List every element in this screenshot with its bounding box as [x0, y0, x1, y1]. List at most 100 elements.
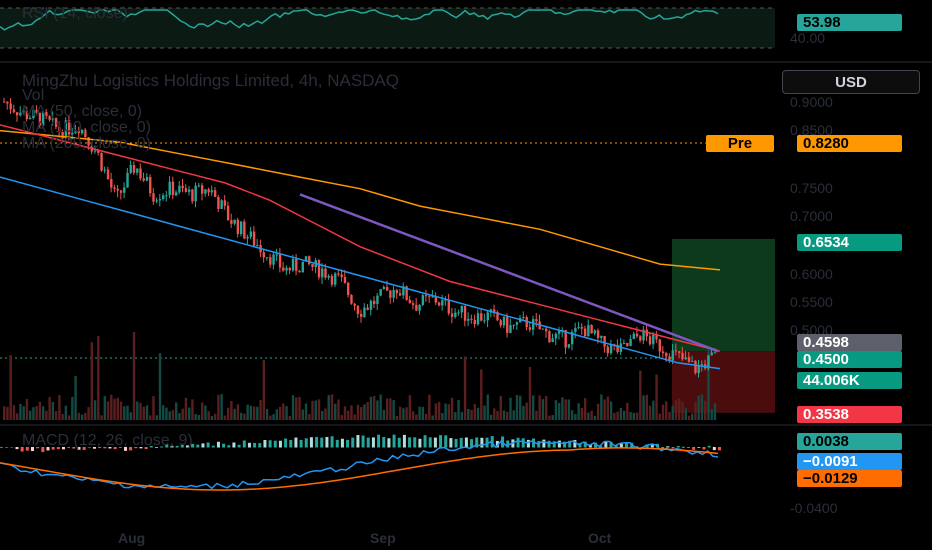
volume-bar	[431, 415, 434, 420]
volume-bar	[210, 415, 214, 420]
volume-bar	[217, 394, 220, 420]
volume-bar	[100, 415, 103, 420]
candle-body	[74, 130, 77, 133]
macd-hist-bar	[294, 437, 298, 448]
macd-hist-bar	[625, 442, 629, 448]
macd-hist-bar	[309, 437, 313, 448]
currency-button[interactable]: USD	[782, 70, 920, 94]
candle-body	[658, 339, 661, 352]
candle-body	[285, 267, 288, 271]
volume-bar	[457, 399, 460, 420]
candle-body	[483, 320, 486, 322]
volume-bar	[132, 332, 136, 420]
target-zone	[672, 238, 775, 352]
volume-bar	[87, 407, 90, 420]
volume-bar	[574, 413, 577, 420]
candle-body	[220, 200, 223, 209]
candle-body	[710, 352, 713, 356]
candle-body	[139, 168, 142, 179]
volume-bar	[80, 414, 84, 420]
volume-bar	[165, 407, 168, 420]
candle-body	[587, 324, 590, 337]
volume-bar	[619, 407, 623, 420]
candle-body	[580, 327, 584, 329]
macd-hist-bar	[552, 441, 556, 448]
macd-hist-bar	[340, 438, 344, 448]
volume-bar	[32, 407, 35, 420]
volume-bar	[548, 415, 551, 420]
candle-body	[123, 187, 126, 193]
macd-hist-bar	[330, 436, 334, 448]
candle-body	[395, 289, 399, 294]
macd-hist-bar	[0, 446, 3, 448]
macd-hist-bar	[470, 439, 474, 448]
volume-bar	[639, 370, 642, 420]
volume-bar	[204, 405, 207, 420]
candle-body	[207, 189, 210, 193]
macd-hist-bar	[578, 443, 582, 448]
candle-body	[707, 355, 710, 369]
volume-bar	[275, 409, 279, 420]
volume-bar	[493, 408, 496, 420]
macd-hist-bar	[532, 438, 536, 448]
macd-hist-bar	[351, 437, 355, 448]
candle-body	[197, 185, 201, 187]
candle-body	[463, 305, 467, 321]
volume-bar	[103, 396, 107, 420]
candle-body	[51, 117, 55, 120]
candle-body	[694, 360, 697, 373]
macd-hist-bar	[325, 436, 329, 448]
macd-hist-bar	[521, 438, 525, 448]
volume-bar	[22, 406, 25, 420]
volume-bar	[392, 399, 395, 420]
candle-body	[691, 360, 694, 362]
macd-hist-bar	[687, 447, 691, 448]
candle-body	[149, 177, 152, 194]
macd-hist-bar	[15, 447, 19, 450]
macd-hist-bar	[537, 441, 541, 448]
volume-bar	[580, 407, 584, 420]
candle-body	[421, 295, 425, 305]
candle-body	[77, 130, 81, 134]
candle-body	[700, 364, 704, 366]
volume-bar	[411, 411, 415, 420]
trendline[interactable]	[299, 193, 719, 353]
macd-hist-bar	[480, 437, 484, 448]
macd-hist-bar	[149, 446, 153, 448]
macd-hist-bar	[160, 446, 164, 448]
macd-hist-bar	[191, 443, 195, 448]
candle-body	[418, 304, 421, 311]
macd-hist-bar	[609, 441, 613, 448]
candle-body	[486, 312, 489, 321]
volume-bar	[366, 401, 369, 420]
volume-bar	[486, 394, 489, 420]
candle-body	[217, 196, 220, 209]
macd-hist-bar	[185, 445, 189, 448]
macd-hist-bar	[196, 444, 200, 448]
volume-bar	[282, 403, 285, 420]
volume-bar	[129, 412, 132, 420]
candle-body	[574, 327, 577, 332]
volume-bar	[259, 399, 262, 420]
candle-body	[15, 112, 19, 116]
volume-bar	[15, 413, 19, 420]
volume-bar	[67, 415, 71, 420]
volume-bar	[61, 414, 64, 420]
macd-hist-bar	[113, 447, 117, 450]
volume-bar	[405, 407, 408, 420]
volume-bar	[408, 395, 412, 420]
candle-body	[652, 334, 655, 345]
volume-bar	[295, 397, 298, 420]
volume-bar	[522, 405, 525, 420]
macd-histogram	[0, 434, 721, 453]
macd-hist-bar	[304, 438, 308, 448]
volume-bar	[269, 415, 272, 420]
candle-body	[84, 129, 87, 138]
volume-bar	[126, 405, 129, 420]
candle-body	[655, 334, 658, 340]
macd-hist-bar	[661, 447, 665, 449]
candle-body	[256, 245, 259, 247]
candle-body	[639, 336, 642, 341]
candle-body	[113, 187, 116, 189]
